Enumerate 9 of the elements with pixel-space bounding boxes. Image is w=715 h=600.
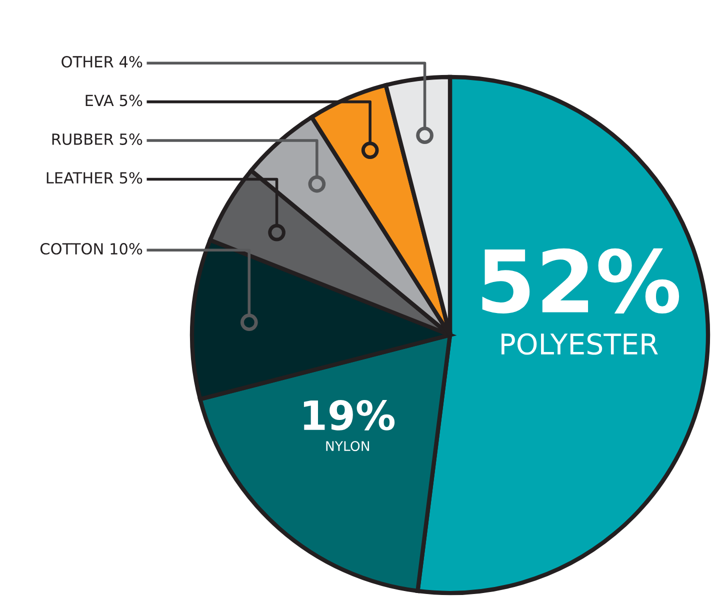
slice-label: EVA 5% — [86, 94, 142, 106]
slice-label: LEATHER 5% — [46, 172, 142, 184]
data-label: 19% — [304, 400, 395, 430]
slice-label: POLYESTER — [502, 333, 658, 355]
slice-label: NYLON — [326, 441, 370, 452]
data-label: 52% — [482, 248, 680, 314]
slice-label: RUBBER 5% — [52, 133, 142, 145]
slice-label: OTHER 4% — [62, 56, 142, 68]
slice-label: COTTON 10% — [40, 243, 142, 255]
